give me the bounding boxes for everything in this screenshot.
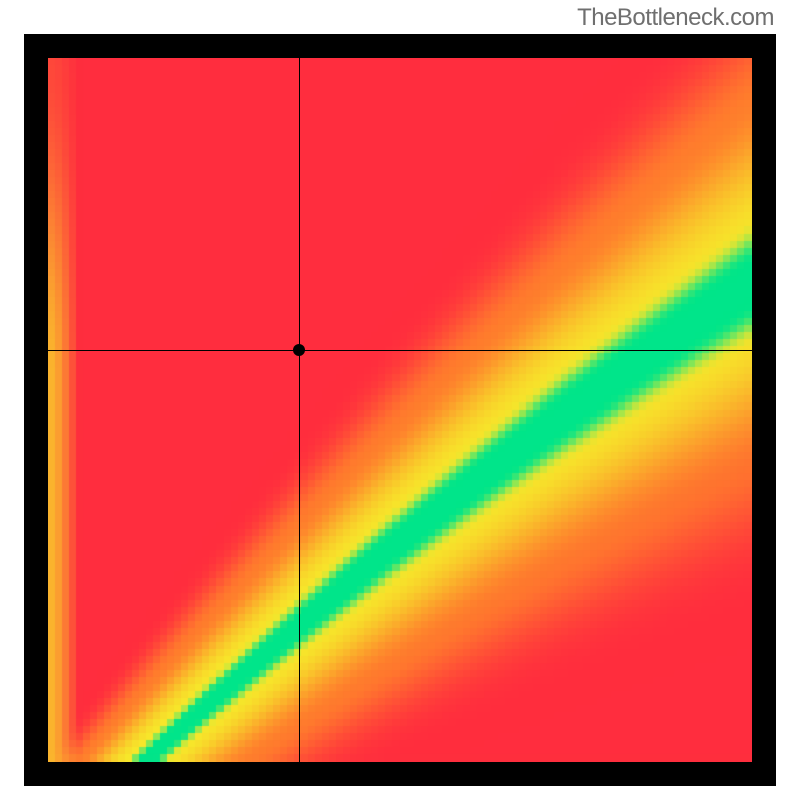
plot-frame — [24, 34, 776, 786]
heatmap-canvas — [48, 58, 752, 762]
chart-container: { "watermark": { "text": "TheBottleneck.… — [0, 0, 800, 800]
crosshair-vertical — [299, 58, 300, 762]
watermark-text: TheBottleneck.com — [577, 4, 774, 32]
crosshair-marker — [293, 344, 305, 356]
crosshair-horizontal — [48, 350, 752, 351]
